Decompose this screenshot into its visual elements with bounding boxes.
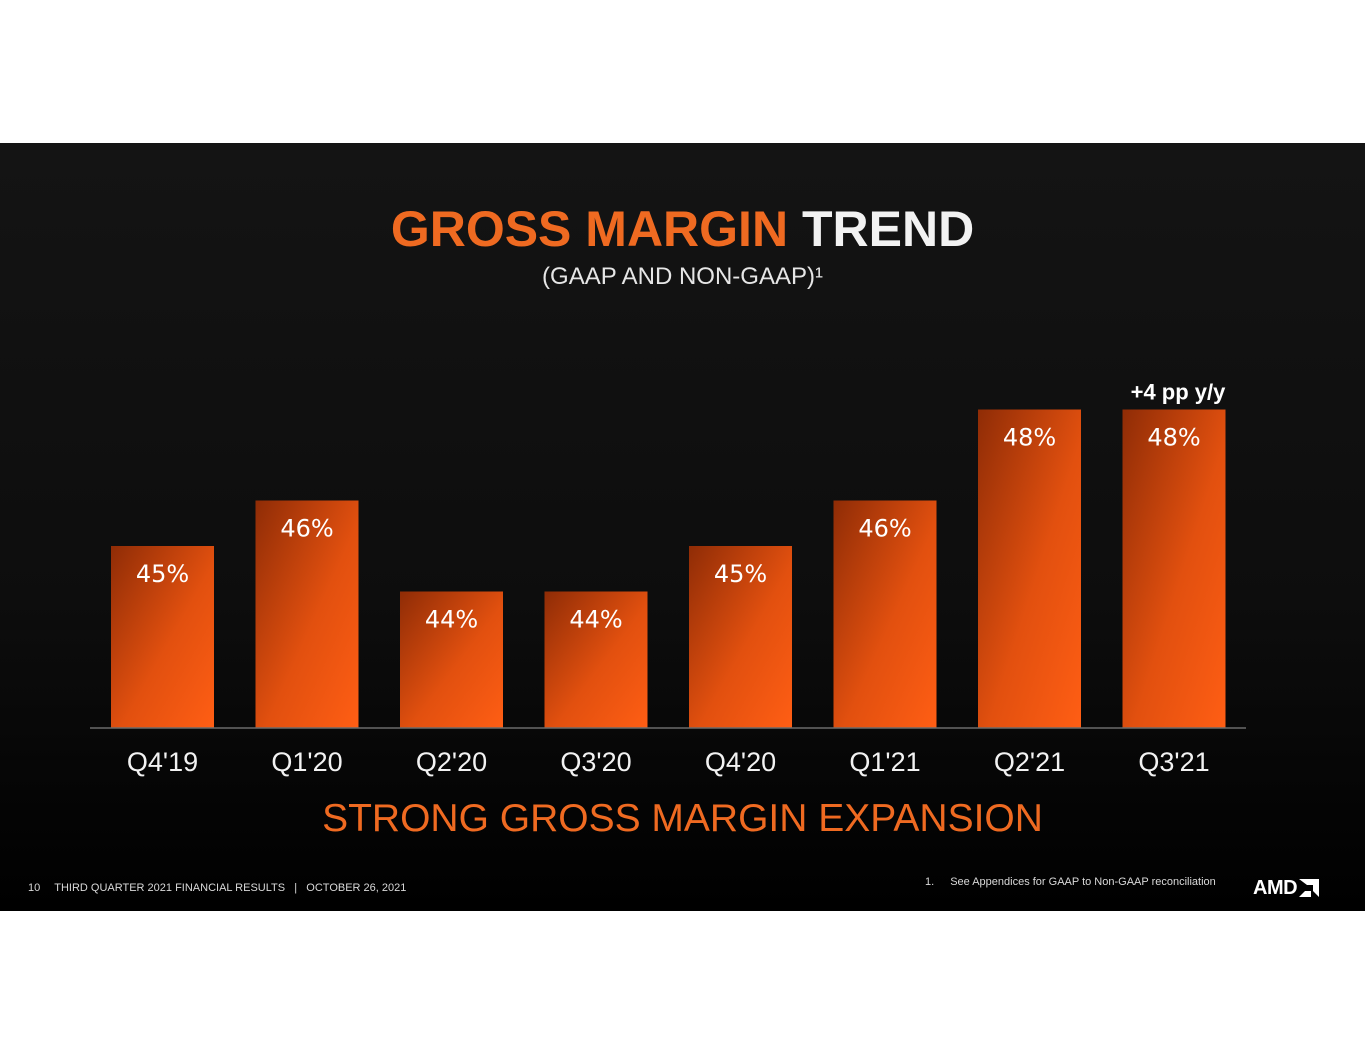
slide: GROSS MARGIN TREND (GAAP AND NON-GAAP)¹ … xyxy=(0,143,1365,911)
x-tick-label: Q4'20 xyxy=(705,747,776,777)
footnote-number: 1. xyxy=(925,876,935,888)
data-label: 45% xyxy=(136,560,189,588)
footnote-text: See Appendices for GAAP to Non-GAAP reco… xyxy=(950,876,1216,888)
bar-chart: 45% Q4'19 46% Q1'20 44% Q2'20 44% Q3'20 45% Q4'20… xyxy=(90,380,1246,777)
x-tick-label: Q2'20 xyxy=(416,747,487,777)
amd-arrow-icon xyxy=(1299,879,1320,897)
footnote: 1. See Appendices for GAAP to Non-GAAP re… xyxy=(925,875,1216,889)
chart-title: GROSS MARGIN TREND xyxy=(0,199,1365,259)
bar-Q3'20 xyxy=(544,591,648,728)
tagline: STRONG GROSS MARGIN EXPANSION xyxy=(322,797,1043,840)
page-number: 10 xyxy=(28,882,41,894)
data-label: 44% xyxy=(569,606,622,634)
annotation-label: +4 pp y/y xyxy=(1131,380,1227,405)
x-tick-label: Q4'19 xyxy=(127,747,198,777)
logo-text: AMD xyxy=(1253,877,1298,899)
title-plain: TREND xyxy=(801,201,975,257)
footer-text: THIRD QUARTER 2021 FINANCIAL RESULTS | O… xyxy=(54,882,407,894)
x-tick-label: Q1'20 xyxy=(271,747,342,777)
footer: 10 THIRD QUARTER 2021 FINANCIAL RESULTS |… xyxy=(28,881,406,895)
bar-Q1'20 xyxy=(255,500,359,728)
bar-Q4'20 xyxy=(689,546,792,728)
amd-logo: AMD xyxy=(1253,877,1320,899)
data-label: 44% xyxy=(425,606,478,634)
data-label: 46% xyxy=(858,515,911,543)
data-label: 48% xyxy=(1147,424,1200,452)
bar-Q4'19 xyxy=(111,546,214,728)
bar-Q2'21 xyxy=(978,409,1081,728)
data-label: 46% xyxy=(280,515,333,543)
bar-Q2'20 xyxy=(400,591,503,728)
data-label: 48% xyxy=(1003,424,1056,452)
bar-Q1'21 xyxy=(833,500,937,728)
x-tick-label: Q3'20 xyxy=(560,747,631,777)
x-tick-label: Q3'21 xyxy=(1138,747,1209,777)
bar-Q3'21 xyxy=(1122,409,1226,728)
x-tick-label: Q2'21 xyxy=(994,747,1065,777)
x-tick-label: Q1'21 xyxy=(849,747,920,777)
title-accent: GROSS MARGIN xyxy=(390,201,789,257)
chart-subtitle: (GAAP AND NON-GAAP)¹ xyxy=(542,263,823,290)
data-label: 45% xyxy=(714,560,767,588)
